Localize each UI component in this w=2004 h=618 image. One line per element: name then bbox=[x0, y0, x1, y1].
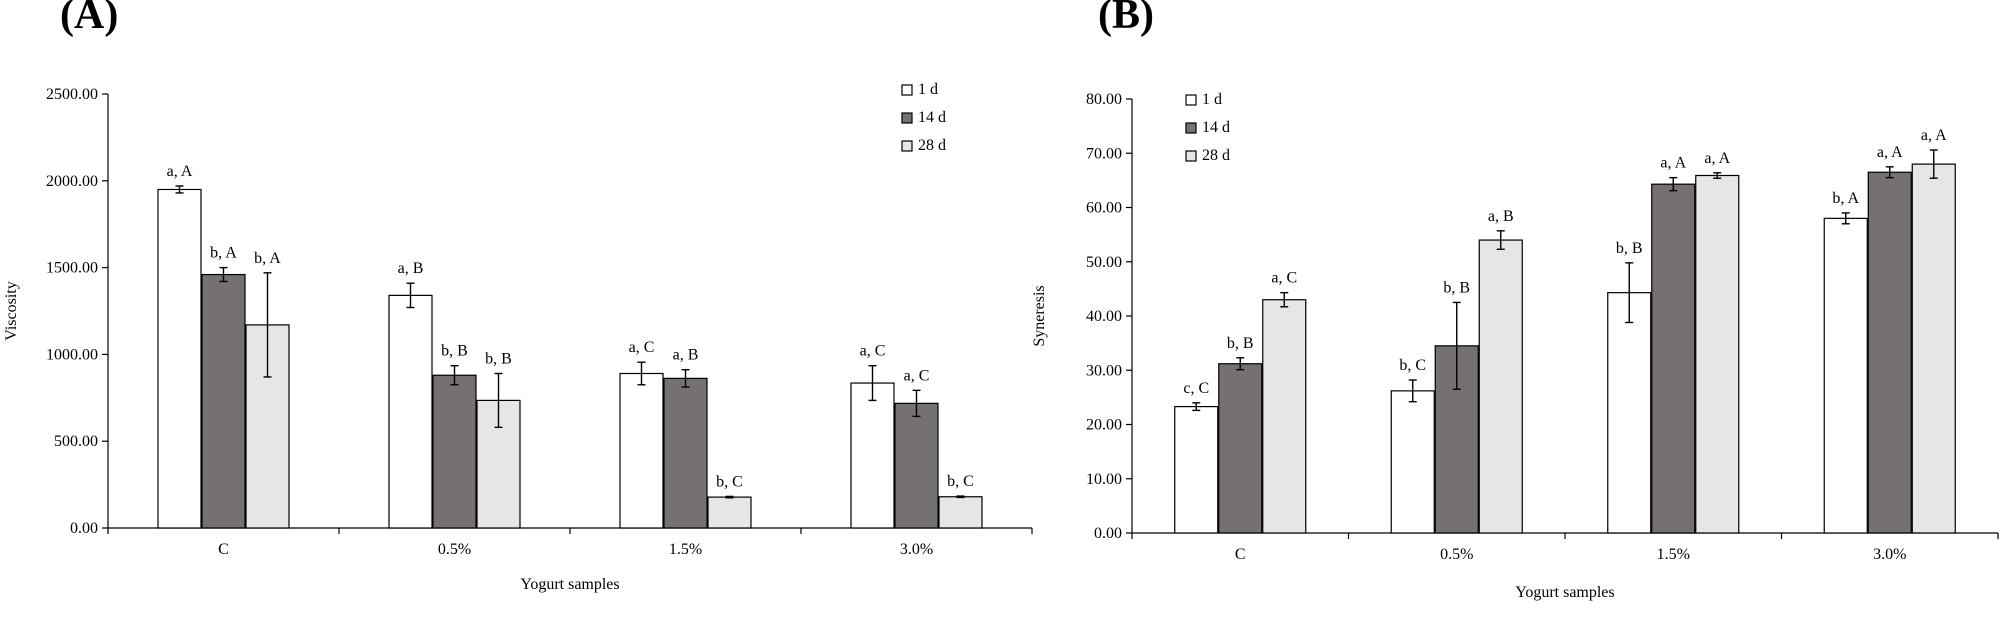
x-tick-label: 0.5% bbox=[1440, 546, 1473, 563]
data-label: b, C bbox=[947, 473, 974, 490]
data-label: b, B bbox=[1443, 279, 1470, 296]
data-label: a, C bbox=[904, 367, 930, 384]
y-tick-label: 2000.00 bbox=[46, 173, 98, 190]
legend-entry: 14 d bbox=[918, 109, 946, 126]
bar bbox=[1607, 292, 1652, 534]
data-label: a, A bbox=[1877, 144, 1903, 161]
y-tick-label: 1000.00 bbox=[46, 346, 98, 363]
data-label: a, A bbox=[1660, 155, 1686, 172]
bar bbox=[1695, 174, 1740, 534]
bar bbox=[1911, 163, 1956, 534]
bar bbox=[1651, 183, 1696, 534]
bar bbox=[938, 496, 983, 529]
x-tick-label: C bbox=[218, 541, 229, 558]
x-tick-label: 1.5% bbox=[1657, 546, 1690, 563]
bar bbox=[1390, 390, 1435, 534]
legend-swatch bbox=[1185, 150, 1197, 162]
y-tick-label: 50.00 bbox=[1086, 254, 1122, 271]
legend-swatch bbox=[901, 84, 913, 96]
y-tick-label: 0.00 bbox=[70, 520, 98, 537]
data-label: a, A bbox=[1921, 127, 1947, 144]
data-label: b, A bbox=[210, 245, 237, 262]
bar bbox=[619, 372, 664, 529]
data-label: b, C bbox=[1399, 357, 1426, 374]
bar bbox=[388, 294, 433, 529]
bar bbox=[1867, 171, 1912, 534]
legend-entry: 28 d bbox=[918, 137, 946, 154]
legend-swatch bbox=[1185, 94, 1197, 106]
x-axis-label: Yogurt samples bbox=[1515, 584, 1614, 601]
data-label: b, C bbox=[716, 473, 743, 490]
data-label: b, A bbox=[254, 250, 281, 267]
panel-label: (A) bbox=[60, 0, 118, 38]
legend-entry: 28 d bbox=[1202, 147, 1230, 164]
x-axis-label: Yogurt samples bbox=[520, 576, 619, 593]
y-axis-label: Viscosity bbox=[3, 281, 20, 340]
y-tick-label: 2500.00 bbox=[46, 86, 98, 103]
x-tick-label: 0.5% bbox=[438, 541, 471, 558]
y-tick-label: 40.00 bbox=[1086, 308, 1122, 325]
y-tick-label: 30.00 bbox=[1086, 362, 1122, 379]
data-label: b, A bbox=[1832, 190, 1859, 207]
bar bbox=[707, 496, 752, 529]
bar bbox=[1262, 299, 1307, 534]
data-label: a, A bbox=[167, 163, 193, 180]
data-label: c, C bbox=[1183, 380, 1209, 397]
y-tick-label: 500.00 bbox=[54, 433, 98, 450]
x-tick-label: C bbox=[1235, 546, 1246, 563]
legend-swatch bbox=[1185, 122, 1197, 134]
legend-entry: 1 d bbox=[1202, 91, 1222, 108]
y-tick-label: 80.00 bbox=[1086, 91, 1122, 108]
x-tick-label: 3.0% bbox=[900, 541, 933, 558]
bar bbox=[894, 402, 939, 529]
data-label: a, C bbox=[860, 343, 886, 360]
data-label: b, B bbox=[1227, 335, 1254, 352]
y-tick-label: 20.00 bbox=[1086, 417, 1122, 434]
y-tick-label: 60.00 bbox=[1086, 200, 1122, 217]
data-label: b, B bbox=[485, 350, 512, 367]
bar bbox=[1823, 217, 1868, 534]
bar bbox=[201, 273, 246, 529]
y-tick-label: 1500.00 bbox=[46, 260, 98, 277]
bar bbox=[663, 377, 708, 529]
data-label: a, B bbox=[1488, 208, 1514, 225]
y-tick-label: 0.00 bbox=[1094, 525, 1122, 542]
legend-swatch bbox=[901, 112, 913, 124]
data-label: a, B bbox=[673, 347, 699, 364]
legend-entry: 14 d bbox=[1202, 119, 1230, 136]
bar bbox=[1174, 405, 1219, 534]
chart-panel-b: (B) 0.00 10.00 20.00 30.00 40.00 50.00 60.00 70.… bbox=[1031, 0, 1999, 601]
legend-entry: 1 d bbox=[918, 81, 938, 98]
chart-panel-a: (A) 0.00 500.00 1000.00 1500.00 2000.00 2500.0… bbox=[3, 0, 1033, 593]
data-label: a, B bbox=[398, 260, 424, 277]
data-label: b, B bbox=[1616, 240, 1643, 257]
bar bbox=[157, 188, 202, 529]
y-tick-label: 10.00 bbox=[1086, 471, 1122, 488]
bar bbox=[432, 374, 477, 529]
x-tick-label: 1.5% bbox=[669, 541, 702, 558]
data-label: b, B bbox=[441, 343, 468, 360]
panel-label: (B) bbox=[1098, 0, 1154, 38]
bar bbox=[1478, 239, 1523, 534]
y-tick-label: 70.00 bbox=[1086, 145, 1122, 162]
legend-swatch bbox=[901, 140, 913, 152]
y-axis-label: Syneresis bbox=[1031, 285, 1048, 346]
data-label: a, C bbox=[1271, 270, 1297, 287]
bar bbox=[1218, 363, 1263, 534]
x-tick-label: 3.0% bbox=[1873, 546, 1906, 563]
data-label: a, C bbox=[629, 339, 655, 356]
bar bbox=[850, 382, 895, 529]
data-label: a, A bbox=[1704, 150, 1730, 167]
